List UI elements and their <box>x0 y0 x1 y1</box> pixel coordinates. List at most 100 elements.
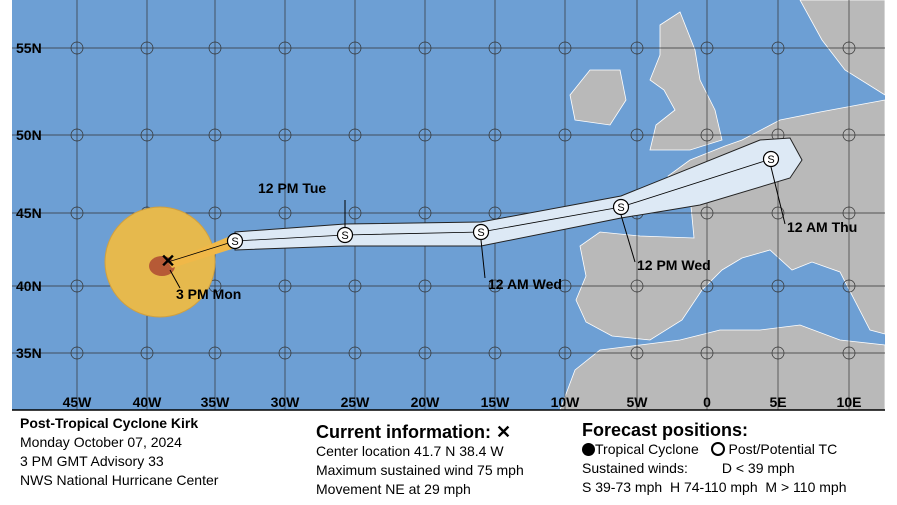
grid-node <box>278 206 292 220</box>
map: S S S S S ✕ 12 PM Tue 3 PM Mon 12 AM Wed 12 … <box>12 0 886 411</box>
grid-node <box>630 279 644 293</box>
grid-node <box>348 279 362 293</box>
grid-node <box>771 206 785 220</box>
grid-node <box>700 346 714 360</box>
wind-m: M > 110 mph <box>765 479 847 495</box>
grid-node <box>208 346 222 360</box>
grid-node <box>558 41 572 55</box>
grid-node <box>771 279 785 293</box>
grid-node <box>418 128 432 142</box>
legend-tc: Tropical Cyclone <box>595 441 699 457</box>
lon-label: 35W <box>201 394 231 410</box>
filled-circle <box>582 443 595 456</box>
grid-node <box>140 41 154 55</box>
current-symbol: ✕ <box>496 422 512 442</box>
point-symbol: S <box>477 227 484 239</box>
lon-label: 25W <box>341 394 371 410</box>
wind-h: H 74-110 mph <box>669 479 758 495</box>
grid-node <box>208 206 222 220</box>
center: NWS National Hurricane Center <box>20 472 219 488</box>
grid-node <box>842 346 856 360</box>
storm-name: Post-Tropical Cyclone Kirk <box>20 415 199 431</box>
grid-node <box>348 128 362 142</box>
lon-label: 30W <box>271 394 301 410</box>
current-heading: Current information: <box>316 422 491 442</box>
grid-node <box>278 128 292 142</box>
forecast-legend: Forecast positions: Tropical Cyclone Pos… <box>582 420 846 497</box>
grid-node <box>630 128 644 142</box>
grid-node <box>842 128 856 142</box>
land <box>559 0 886 411</box>
grid-node <box>348 206 362 220</box>
track-label: 12 PM Tue <box>258 180 326 196</box>
grid-node <box>488 128 502 142</box>
open-circle <box>710 442 725 456</box>
wind-core <box>149 256 175 276</box>
grid-node <box>70 128 84 142</box>
lon-label: 45W <box>63 394 93 410</box>
grid-node <box>70 206 84 220</box>
forecast-cone <box>234 137 803 251</box>
lat-label: 45N <box>16 205 42 221</box>
grid-node <box>208 128 222 142</box>
point-symbol: S <box>231 236 238 248</box>
grid-node <box>488 279 502 293</box>
max-wind: Maximum sustained wind 75 mph <box>316 462 524 478</box>
grid-node <box>488 41 502 55</box>
forecast-point <box>226 232 244 250</box>
forecast-points: S S S S S <box>226 150 780 250</box>
winds-label: Sustained winds: <box>582 460 688 476</box>
track-label: 12 AM Thu <box>787 219 857 235</box>
center-location: Center location 41.7 N 38.4 W <box>316 443 504 459</box>
lon-label: 5W <box>627 394 649 410</box>
grid-node <box>630 41 644 55</box>
forecast-heading: Forecast positions: <box>582 420 749 440</box>
forecast-point <box>762 150 780 168</box>
track-label: 12 AM Wed <box>488 276 562 292</box>
advisory: 3 PM GMT Advisory 33 <box>20 453 164 469</box>
grid-node <box>140 346 154 360</box>
lon-label: 20W <box>411 394 441 410</box>
grid-node <box>70 41 84 55</box>
grid-node <box>700 41 714 55</box>
lon-label: 15W <box>481 394 511 410</box>
grid-node <box>700 128 714 142</box>
date: Monday October 07, 2024 <box>20 434 182 450</box>
grid-node <box>842 41 856 55</box>
near-cone <box>168 234 235 268</box>
wind-s: S 39-73 mph <box>582 479 663 495</box>
grid-node <box>488 346 502 360</box>
current-info: Current information: ✕ Center location 4… <box>316 422 524 499</box>
grid-node <box>278 41 292 55</box>
grid-node <box>842 206 856 220</box>
storm-info: Post-Tropical Cyclone Kirk Monday Octobe… <box>20 414 218 490</box>
lon-label: 10W <box>551 394 581 410</box>
lon-label: 10E <box>837 394 862 410</box>
label-leaders <box>169 166 786 289</box>
forecast-point <box>612 198 630 216</box>
grid-node <box>771 346 785 360</box>
track-line <box>167 158 772 263</box>
grid-node <box>140 128 154 142</box>
grid-node <box>208 41 222 55</box>
legend-ptc: Post/Potential TC <box>728 441 838 457</box>
wind-d: D < 39 mph <box>721 460 795 476</box>
lon-label: 0 <box>703 394 711 410</box>
grid-node <box>558 346 572 360</box>
lat-label: 50N <box>16 127 42 143</box>
grid-node <box>278 346 292 360</box>
current-position: ✕ <box>160 251 175 271</box>
point-symbol: S <box>617 202 624 214</box>
forecast-point <box>472 223 490 241</box>
lat-label: 55N <box>16 40 42 56</box>
grid-node <box>700 279 714 293</box>
grid-node <box>418 206 432 220</box>
grid-node <box>70 346 84 360</box>
lat-label: 35N <box>16 345 42 361</box>
point-symbol: S <box>767 154 774 166</box>
forecast-point <box>336 226 354 244</box>
grid-node <box>348 346 362 360</box>
lon-label: 40W <box>133 394 163 410</box>
grid-node <box>348 41 362 55</box>
